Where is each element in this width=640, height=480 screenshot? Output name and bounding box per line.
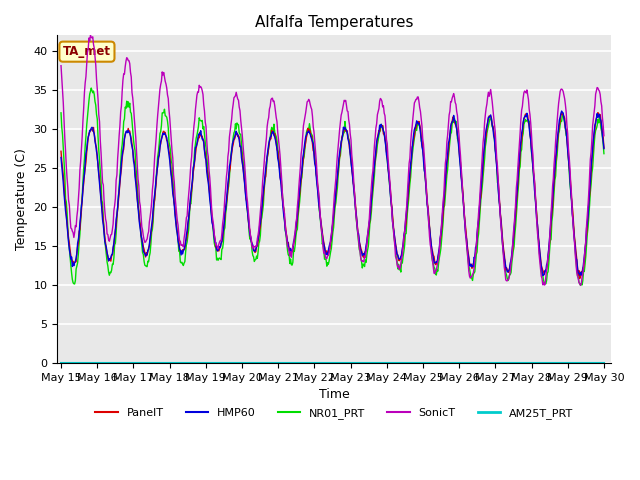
NR01_PRT bbox=[67, 263, 75, 268]
NR01_PRT bbox=[124, 104, 131, 110]
AM25T_PRT bbox=[600, 360, 608, 366]
HMP60 bbox=[57, 155, 65, 160]
Line: HMP60: HMP60 bbox=[61, 111, 604, 276]
NR01_PRT bbox=[179, 261, 186, 267]
PanelT bbox=[600, 145, 608, 151]
Line: SonicT: SonicT bbox=[61, 36, 604, 285]
SonicT bbox=[207, 200, 215, 206]
HMP60 bbox=[178, 248, 186, 253]
SonicT bbox=[57, 63, 65, 69]
HMP60 bbox=[67, 256, 75, 262]
SonicT bbox=[179, 242, 186, 248]
Line: NR01_PRT: NR01_PRT bbox=[61, 88, 604, 286]
PanelT bbox=[576, 276, 584, 281]
PanelT bbox=[207, 197, 214, 203]
NR01_PRT bbox=[577, 283, 584, 288]
AM25T_PRT bbox=[178, 360, 186, 366]
HMP60 bbox=[539, 273, 547, 278]
Line: PanelT: PanelT bbox=[61, 113, 604, 278]
HMP60 bbox=[207, 203, 214, 209]
AM25T_PRT bbox=[207, 360, 214, 366]
NR01_PRT bbox=[399, 253, 407, 259]
SonicT bbox=[67, 225, 75, 231]
PanelT bbox=[594, 110, 602, 116]
SonicT bbox=[415, 98, 423, 104]
HMP60 bbox=[123, 128, 131, 134]
PanelT bbox=[123, 129, 131, 134]
HMP60 bbox=[399, 246, 406, 252]
HMP60 bbox=[558, 108, 566, 114]
NR01_PRT bbox=[88, 85, 95, 91]
SonicT bbox=[399, 242, 407, 248]
PanelT bbox=[67, 253, 75, 259]
AM25T_PRT bbox=[123, 360, 131, 366]
Legend: PanelT, HMP60, NR01_PRT, SonicT, AM25T_PRT: PanelT, HMP60, NR01_PRT, SonicT, AM25T_P… bbox=[91, 403, 577, 423]
Text: TA_met: TA_met bbox=[63, 45, 111, 58]
SonicT bbox=[600, 133, 608, 139]
PanelT bbox=[414, 121, 422, 127]
HMP60 bbox=[414, 121, 422, 127]
SonicT bbox=[124, 56, 131, 61]
PanelT bbox=[399, 248, 406, 253]
Y-axis label: Temperature (C): Temperature (C) bbox=[15, 148, 28, 250]
SonicT bbox=[86, 33, 94, 38]
NR01_PRT bbox=[207, 210, 215, 216]
AM25T_PRT bbox=[414, 360, 422, 366]
AM25T_PRT bbox=[67, 360, 75, 366]
NR01_PRT bbox=[415, 119, 423, 125]
PanelT bbox=[57, 148, 65, 154]
SonicT bbox=[577, 282, 584, 288]
AM25T_PRT bbox=[57, 360, 65, 366]
NR01_PRT bbox=[57, 110, 65, 116]
PanelT bbox=[178, 251, 186, 256]
HMP60 bbox=[600, 146, 608, 152]
Title: Alfalfa Temperatures: Alfalfa Temperatures bbox=[255, 15, 413, 30]
X-axis label: Time: Time bbox=[319, 388, 349, 401]
NR01_PRT bbox=[600, 151, 608, 156]
AM25T_PRT bbox=[399, 360, 406, 366]
